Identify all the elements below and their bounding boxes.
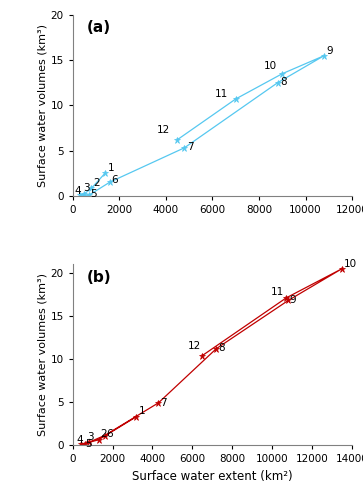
- Text: 11: 11: [215, 89, 228, 99]
- Text: 6: 6: [112, 176, 118, 186]
- Text: 4: 4: [76, 435, 83, 445]
- Text: (b): (b): [87, 270, 111, 284]
- Text: 9: 9: [326, 46, 333, 56]
- Text: 5: 5: [86, 440, 92, 450]
- Text: 12: 12: [156, 125, 170, 135]
- X-axis label: Surface water extent (km²): Surface water extent (km²): [132, 470, 293, 482]
- Text: 12: 12: [187, 341, 201, 351]
- Text: 2: 2: [93, 178, 100, 188]
- Y-axis label: Surface water volumes (km³): Surface water volumes (km³): [37, 273, 48, 436]
- Text: 7: 7: [160, 398, 167, 407]
- Text: 7: 7: [187, 142, 193, 152]
- Text: 9: 9: [290, 295, 297, 305]
- Text: 3: 3: [87, 432, 94, 442]
- Text: 6: 6: [106, 428, 113, 438]
- Text: 1: 1: [139, 406, 146, 415]
- Text: 10: 10: [264, 61, 277, 71]
- Y-axis label: Surface water volumes (km³): Surface water volumes (km³): [37, 24, 48, 187]
- Text: 10: 10: [344, 258, 357, 268]
- Text: (a): (a): [87, 20, 111, 36]
- Text: 11: 11: [271, 287, 285, 297]
- Text: 3: 3: [83, 183, 89, 193]
- Text: 2: 2: [100, 429, 107, 439]
- Text: 8: 8: [280, 78, 286, 88]
- Text: 4: 4: [74, 186, 81, 196]
- Text: 8: 8: [218, 344, 225, 353]
- Text: 5: 5: [90, 190, 97, 200]
- Text: 1: 1: [108, 162, 115, 172]
